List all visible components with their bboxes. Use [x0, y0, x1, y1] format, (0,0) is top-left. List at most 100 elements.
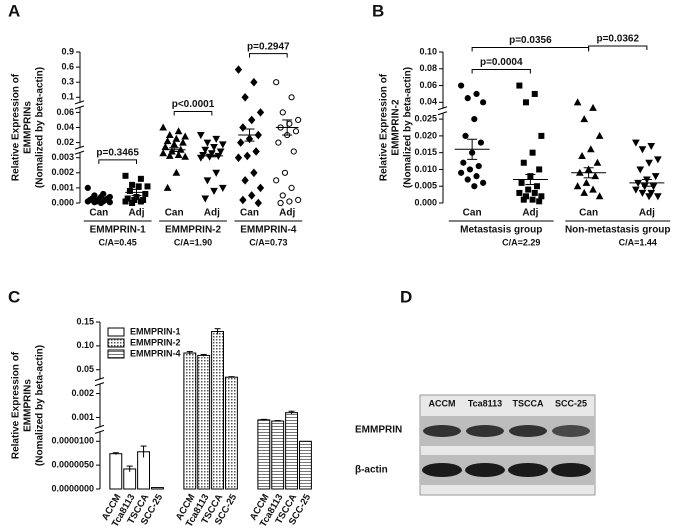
column-label: TSCCA — [513, 398, 544, 408]
axis-break — [75, 148, 85, 153]
y-tick-label: 0.1 — [61, 92, 74, 102]
point — [129, 200, 136, 206]
point — [290, 148, 297, 155]
chart: C Relative Expression of EMMPRINs (Nomalize… — [8, 287, 314, 529]
point — [460, 159, 467, 166]
point — [288, 184, 295, 191]
significance-bracket — [98, 159, 137, 164]
axis-break — [95, 427, 105, 432]
y-tick-label: 0.05 — [76, 364, 94, 374]
group-ratio: C/A=2.29 — [502, 237, 540, 247]
point — [196, 132, 205, 140]
legend-label: EMMPRIN-1 — [130, 326, 181, 336]
y-tick-label: 0.08 — [419, 63, 437, 73]
point — [84, 184, 91, 191]
point — [651, 173, 660, 181]
point — [578, 151, 586, 160]
point — [234, 65, 243, 74]
point — [181, 132, 190, 140]
point — [241, 93, 249, 102]
panel-title: B — [372, 1, 384, 20]
point — [273, 177, 280, 184]
point — [237, 138, 245, 147]
point — [106, 199, 113, 206]
y-tick-label: 0.04 — [419, 97, 437, 107]
bar — [257, 419, 271, 490]
x-tick-label: Can — [240, 208, 259, 219]
column-label: ACCM — [429, 398, 456, 408]
group-label: EMMPRIN-4 — [240, 225, 297, 236]
bar — [183, 352, 197, 490]
point — [589, 103, 597, 111]
y-tick-label: 0.005 — [414, 181, 437, 191]
axis-break-mark — [74, 145, 85, 150]
point — [645, 193, 653, 201]
y-axis-label: EMMPRIN-2 — [391, 99, 402, 156]
group-label: EMMPRIN-1 — [90, 225, 147, 236]
p-value: p<0.0001 — [172, 99, 215, 110]
x-tick-label: Can — [165, 208, 184, 219]
point — [256, 108, 265, 117]
point — [582, 178, 591, 186]
band — [551, 463, 591, 477]
point — [538, 193, 545, 200]
point — [161, 142, 170, 151]
point — [256, 183, 265, 193]
point — [471, 183, 478, 190]
axis-break-mark — [74, 100, 85, 105]
point — [471, 116, 478, 123]
bar — [285, 412, 299, 490]
point — [165, 131, 174, 139]
point — [196, 154, 205, 162]
significance-bracket — [249, 53, 288, 58]
point — [129, 181, 136, 188]
x-tick-label: Adj — [279, 208, 295, 219]
y-axis-label: EMMPRINs — [23, 379, 34, 432]
y-tick-label: 0.001 — [71, 412, 94, 422]
point — [179, 138, 187, 146]
point — [248, 191, 256, 200]
band — [466, 425, 504, 437]
y-tick-label: 0.0000000 — [51, 483, 94, 493]
western-blot: D EMMPRIN β-actin — [355, 287, 596, 496]
point — [654, 156, 662, 164]
point — [210, 144, 218, 152]
point — [203, 177, 212, 185]
y-tick-label: 0.0000050 — [51, 460, 94, 470]
significance-bracket — [588, 45, 648, 50]
y-tick-label: 0.06 — [419, 80, 437, 90]
point — [159, 149, 168, 157]
panel-title: C — [8, 287, 20, 306]
point — [250, 77, 258, 87]
panel-title: D — [400, 287, 412, 306]
point — [122, 172, 129, 179]
point — [536, 166, 543, 173]
y-tick-label: 0.015 — [414, 147, 437, 157]
point — [172, 134, 181, 142]
y-tick-label: 0.020 — [414, 130, 437, 140]
point — [636, 166, 645, 174]
point — [645, 159, 653, 167]
point — [595, 131, 604, 139]
y-axis-label: Relative Expression of — [11, 351, 22, 459]
y-tick-label: 0.000 — [414, 197, 437, 207]
band — [509, 425, 547, 437]
axis-break — [438, 108, 448, 113]
y-tick-label: 0.001 — [51, 182, 74, 192]
point — [638, 146, 647, 154]
y-tick-label: 0.0000100 — [51, 436, 94, 446]
p-value: p=0.0362 — [596, 34, 639, 45]
point — [165, 151, 174, 159]
point — [473, 90, 480, 98]
group-label: Non-metastasis group — [565, 225, 671, 236]
chart: B Relative Expression of EMMPRIN-2 (Nomaliz… — [372, 1, 671, 247]
point — [529, 149, 536, 156]
point — [458, 169, 465, 176]
row-label: β-actin — [355, 465, 388, 476]
point — [516, 82, 523, 89]
point — [126, 187, 133, 194]
y-axis-label: EMMPRINs — [23, 101, 34, 154]
point — [531, 189, 538, 196]
point — [243, 151, 251, 161]
